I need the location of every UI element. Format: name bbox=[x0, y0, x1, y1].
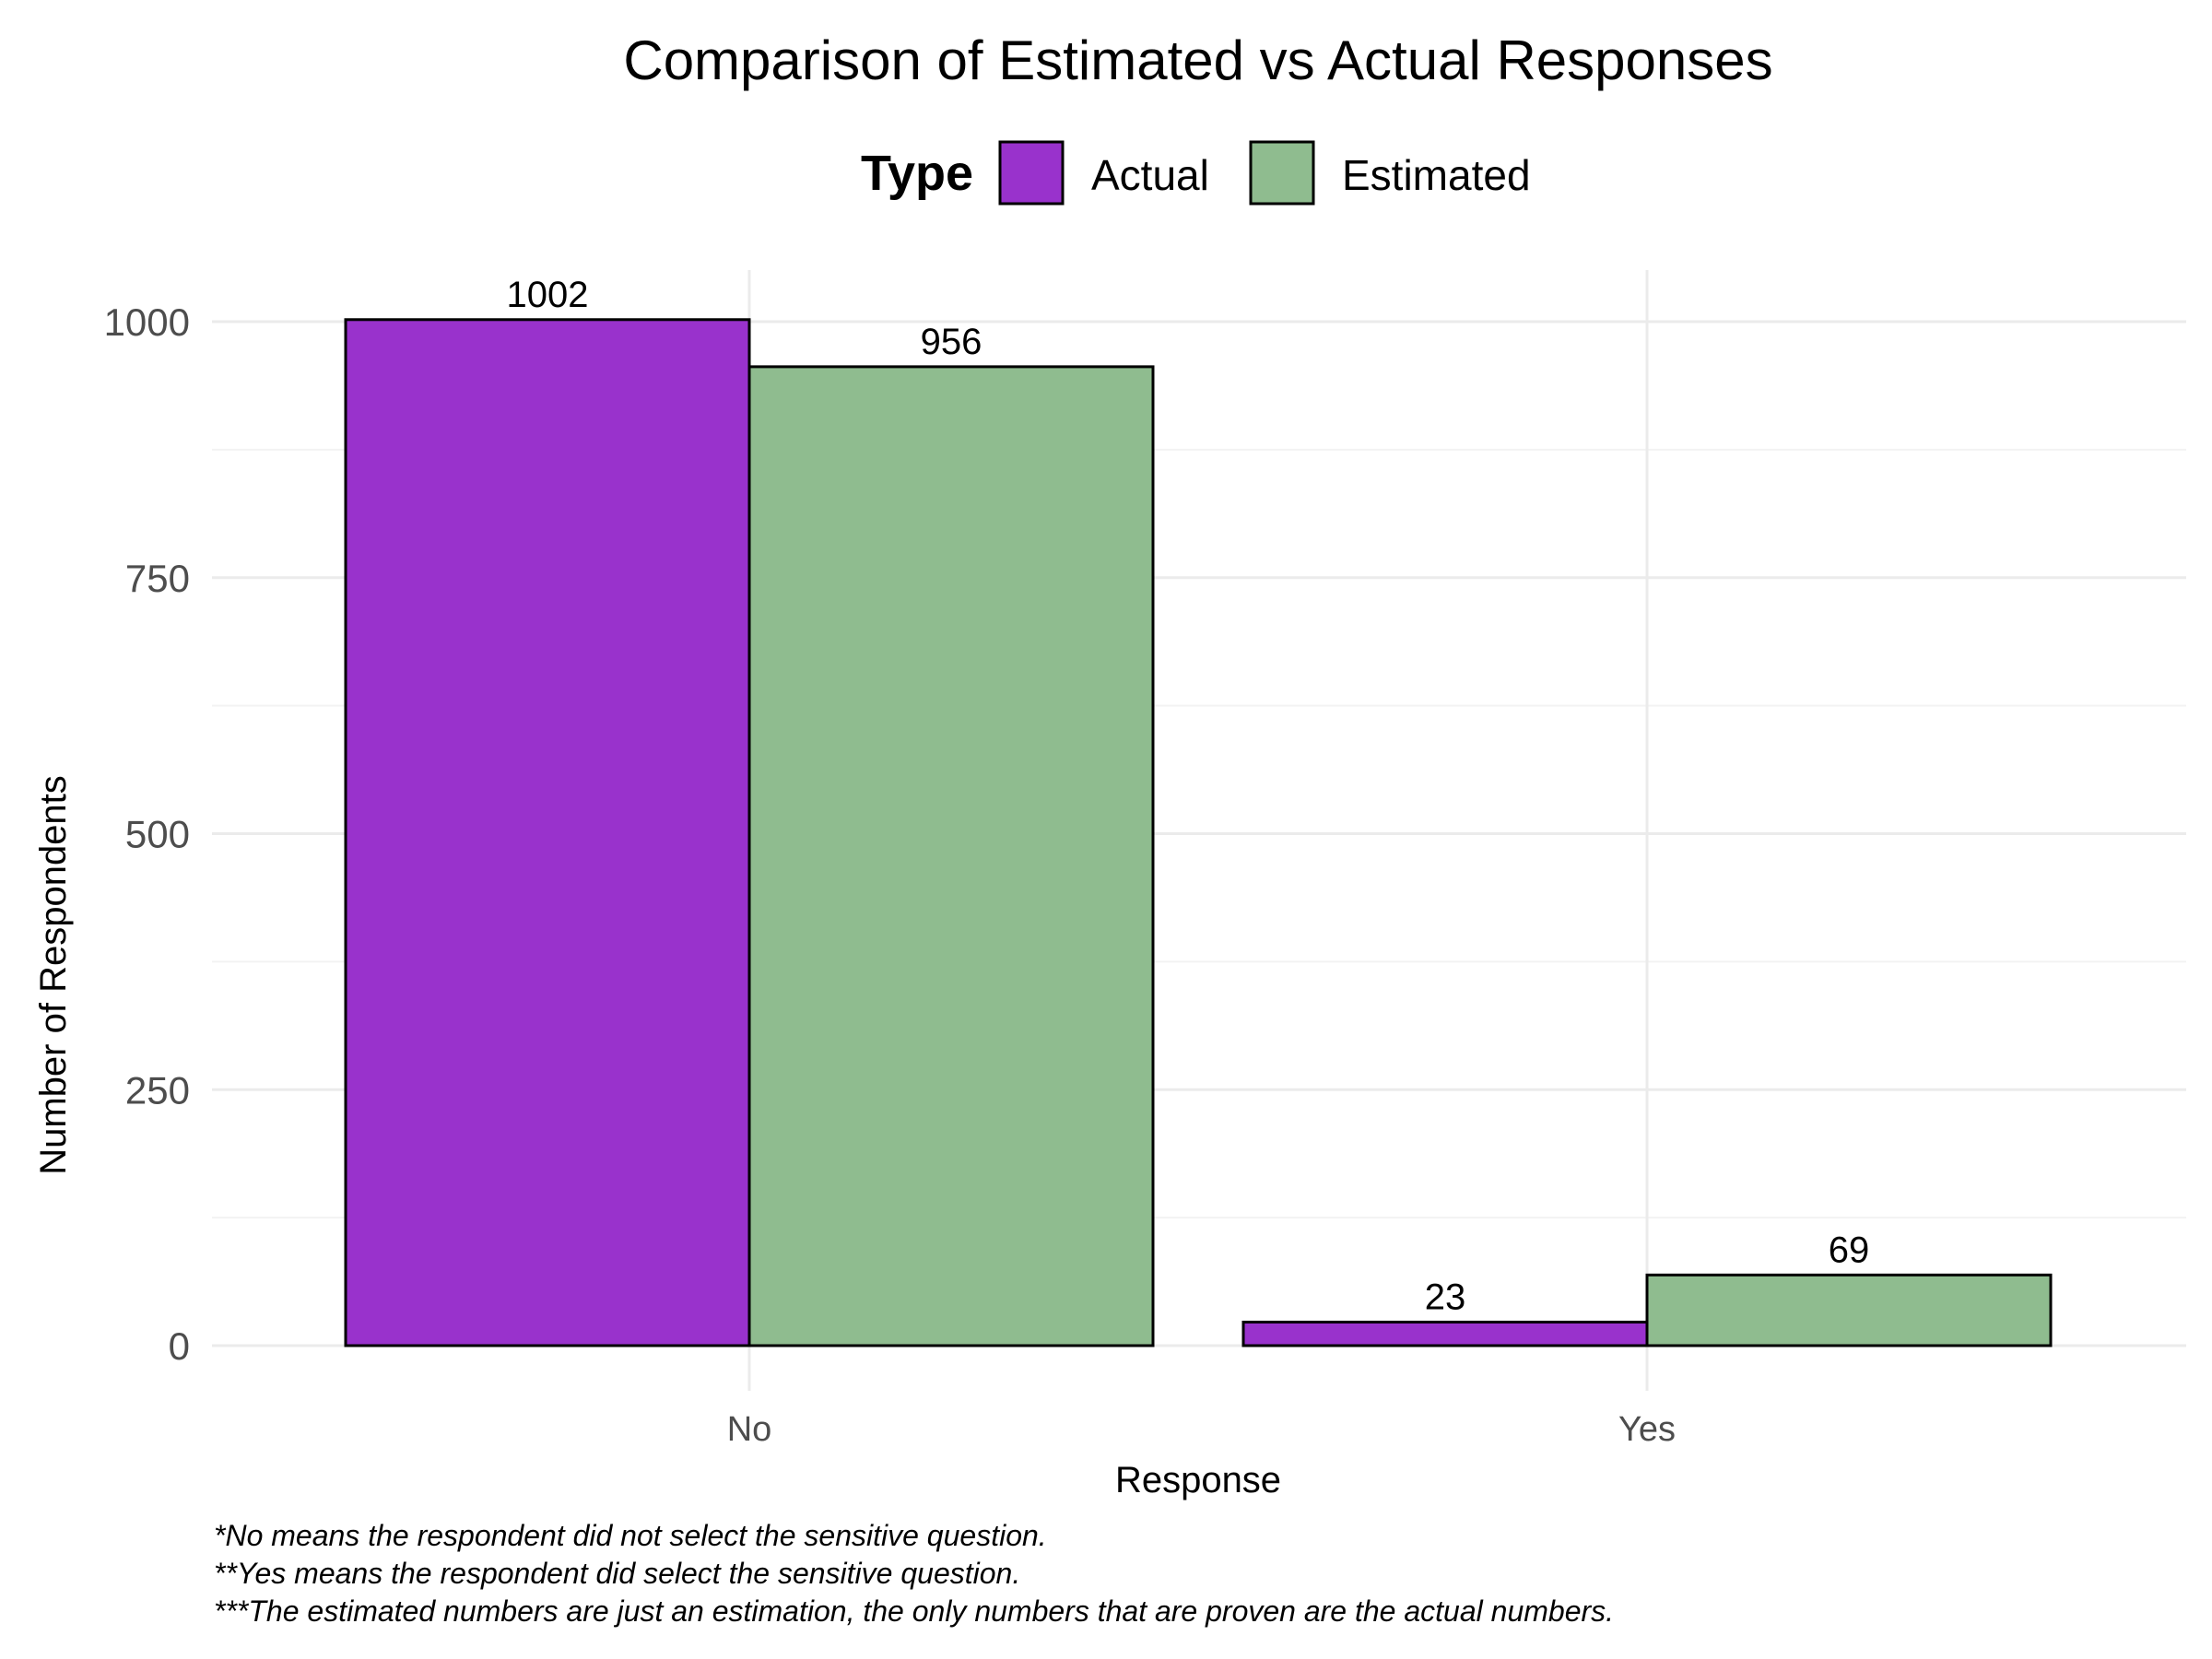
x-tick-label-no: No bbox=[727, 1410, 772, 1449]
y-tick-label: 1000 bbox=[104, 300, 190, 344]
footnotes: *No means the respondent did not select … bbox=[214, 1519, 1614, 1628]
y-tick-labels: 0 250 500 750 1000 bbox=[104, 300, 190, 1368]
bar-no-actual bbox=[344, 318, 751, 1347]
bars bbox=[344, 318, 2053, 1347]
x-axis-label: Response bbox=[1115, 1460, 1281, 1500]
legend: Type Actual Estimated bbox=[861, 140, 1531, 206]
y-axis-label: Number of Respondents bbox=[33, 775, 74, 1175]
chart-title: Comparison of Estimated vs Actual Respon… bbox=[623, 29, 1772, 91]
bar-yes-actual bbox=[1241, 1320, 1649, 1347]
legend-label-estimated: Estimated bbox=[1342, 151, 1531, 199]
legend-title: Type bbox=[861, 146, 973, 201]
bar-value-labels: 1002 23 956 69 bbox=[507, 275, 1870, 1318]
legend-swatch-actual bbox=[998, 140, 1065, 206]
x-tick-label-yes: Yes bbox=[1618, 1410, 1676, 1449]
bar-label-yes-actual: 23 bbox=[1425, 1277, 1466, 1317]
footnote-estimation: ***The estimated numbers are just an est… bbox=[214, 1594, 1614, 1628]
y-tick-label: 250 bbox=[125, 1068, 190, 1112]
y-tick-label: 750 bbox=[125, 557, 190, 600]
legend-label-actual: Actual bbox=[1091, 151, 1209, 199]
footnote-yes: **Yes means the respondent did select th… bbox=[214, 1557, 1020, 1590]
bar-label-yes-estimated: 69 bbox=[1829, 1230, 1870, 1270]
bar-label-no-estimated: 956 bbox=[921, 322, 982, 362]
x-tick-labels: No Yes bbox=[727, 1410, 1676, 1449]
bar-no-estimated bbox=[747, 365, 1155, 1347]
legend-swatch-estimated bbox=[1249, 140, 1315, 206]
bar-yes-estimated bbox=[1645, 1273, 2053, 1347]
y-tick-label: 500 bbox=[125, 813, 190, 856]
y-tick-label: 0 bbox=[169, 1324, 190, 1368]
bar-label-no-actual: 1002 bbox=[507, 275, 589, 315]
footnote-no: *No means the respondent did not select … bbox=[214, 1519, 1047, 1552]
